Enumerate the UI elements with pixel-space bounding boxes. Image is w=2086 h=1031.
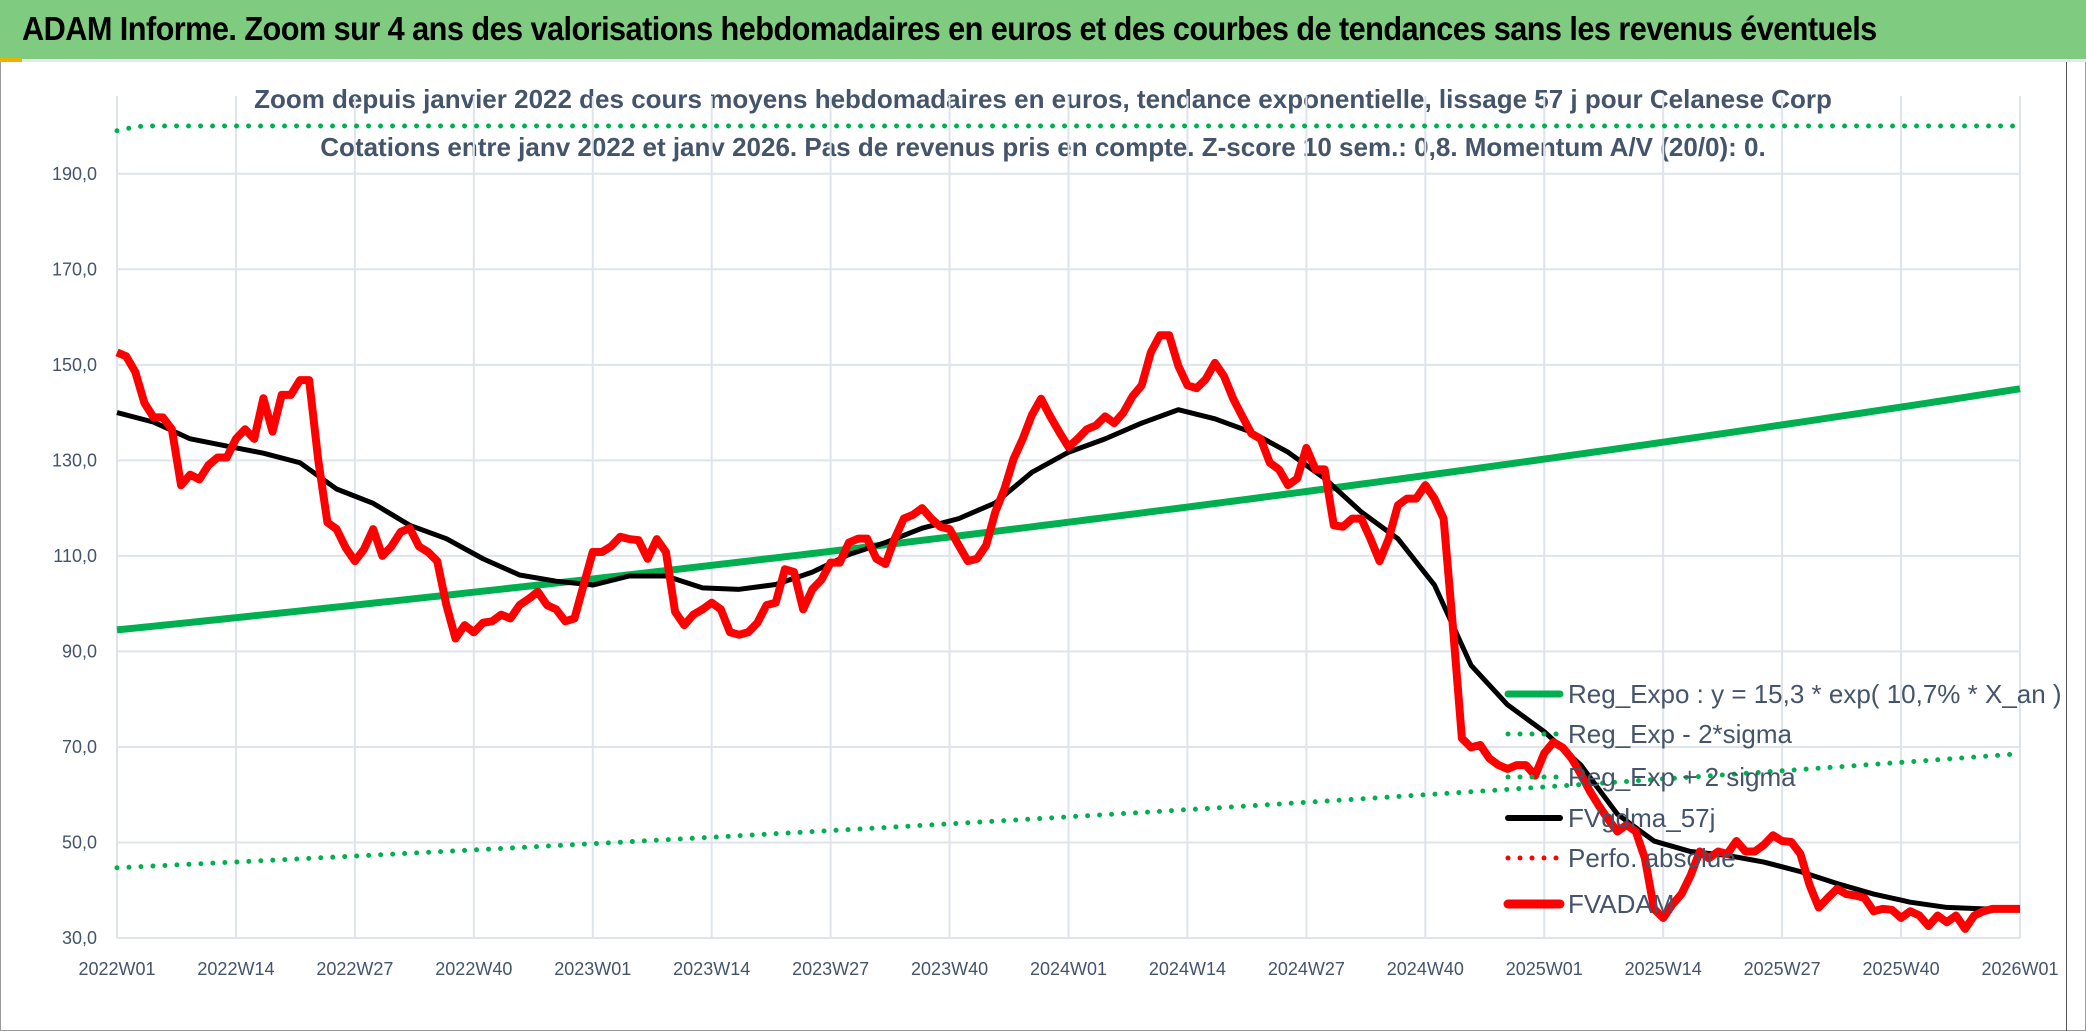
y-tick-label: 170,0	[52, 259, 97, 279]
x-tick-label: 2024W27	[1268, 959, 1345, 979]
x-tick-label: 2025W01	[1506, 959, 1583, 979]
reg-expo-line	[116, 385, 2021, 634]
title-bar: ADAM Informe. Zoom sur 4 ans des valoris…	[0, 0, 2086, 62]
y-tick-label: 150,0	[52, 355, 97, 375]
legend-label: Perfo. absolue	[1568, 843, 1736, 873]
x-tick-label: 2024W40	[1387, 959, 1464, 979]
x-tick-label: 2024W14	[1149, 959, 1226, 979]
legend-label: FVADAM	[1568, 889, 1674, 919]
x-tick-label: 2025W40	[1863, 959, 1940, 979]
chart-subtitle: Cotations entre janv 2022 et janv 2026. …	[320, 132, 1766, 162]
y-tick-label: 70,0	[62, 737, 97, 757]
x-tick-label: 2025W14	[1625, 959, 1702, 979]
x-tick-label: 2023W27	[792, 959, 869, 979]
x-tick-label: 2022W01	[78, 959, 155, 979]
x-tick-label: 2026W01	[1981, 959, 2058, 979]
x-tick-label: 2022W40	[435, 959, 512, 979]
legend-label: FVgdma_57j	[1568, 803, 1715, 833]
y-tick-label: 90,0	[62, 641, 97, 661]
x-tick-label: 2024W01	[1030, 959, 1107, 979]
x-tick-label: 2023W14	[673, 959, 750, 979]
chart-title: Zoom depuis janvier 2022 des cours moyen…	[254, 84, 1832, 114]
legend-label: Reg_Exp - 2*sigma	[1568, 719, 1793, 749]
x-tick-label: 2025W27	[1744, 959, 1821, 979]
right-border	[2066, 62, 2067, 1031]
fvadam-line	[115, 331, 2020, 933]
x-tick-label: 2022W14	[197, 959, 274, 979]
legend-label: Reg_Expo : y = 15,3 * exp( 10,7% * X_an …	[1568, 679, 2062, 709]
y-tick-label: 30,0	[62, 928, 97, 948]
x-tick-label: 2023W01	[554, 959, 631, 979]
page-title: ADAM Informe. Zoom sur 4 ans des valoris…	[22, 10, 1877, 47]
x-tick-label: 2023W40	[911, 959, 988, 979]
title-accent	[0, 58, 22, 62]
y-tick-label: 190,0	[52, 164, 97, 184]
y-tick-label: 110,0	[53, 546, 97, 566]
legend-label: Reg_Exp + 2 sigma	[1568, 762, 1796, 792]
reg-exp-plus-2sigma-line	[114, 123, 2023, 134]
y-tick-label: 50,0	[62, 832, 97, 852]
x-tick-label: 2022W27	[316, 959, 393, 979]
y-tick-label: 130,0	[52, 450, 97, 470]
